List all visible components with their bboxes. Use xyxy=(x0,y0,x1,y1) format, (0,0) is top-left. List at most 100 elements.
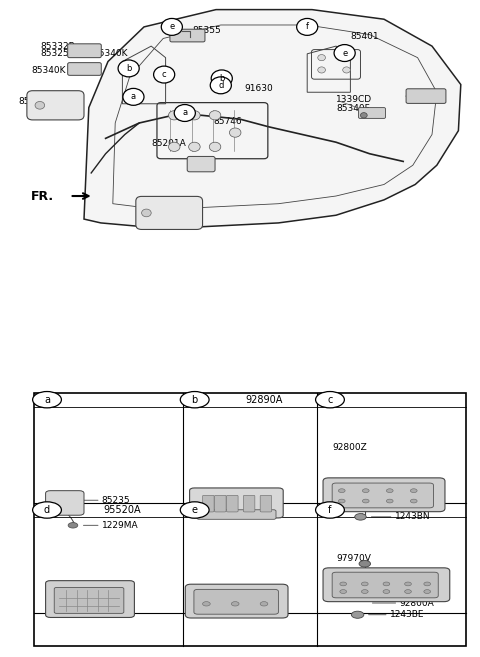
Circle shape xyxy=(405,582,411,586)
Polygon shape xyxy=(84,10,461,227)
FancyBboxPatch shape xyxy=(190,488,283,518)
Circle shape xyxy=(35,101,45,109)
Circle shape xyxy=(154,66,175,83)
Circle shape xyxy=(362,489,369,493)
Text: 85325H: 85325H xyxy=(41,49,76,58)
Circle shape xyxy=(229,128,241,137)
Text: 85340K: 85340K xyxy=(31,66,66,75)
FancyBboxPatch shape xyxy=(185,584,288,618)
Circle shape xyxy=(318,55,325,60)
Text: 1339CD: 1339CD xyxy=(336,95,372,104)
Text: 92800A: 92800A xyxy=(400,599,434,608)
Circle shape xyxy=(123,89,144,105)
Circle shape xyxy=(180,502,209,518)
Circle shape xyxy=(180,392,209,408)
Text: 85401: 85401 xyxy=(350,32,379,41)
Circle shape xyxy=(297,18,318,35)
Circle shape xyxy=(359,560,371,567)
Text: 95520A: 95520A xyxy=(104,505,141,515)
Circle shape xyxy=(338,489,345,493)
Circle shape xyxy=(351,611,364,618)
Circle shape xyxy=(424,589,431,593)
Circle shape xyxy=(260,602,268,606)
Circle shape xyxy=(343,67,350,73)
Text: 1243BE: 1243BE xyxy=(390,610,425,620)
Circle shape xyxy=(174,104,195,122)
Text: d: d xyxy=(44,505,50,515)
FancyBboxPatch shape xyxy=(227,495,238,512)
FancyBboxPatch shape xyxy=(187,156,215,171)
Circle shape xyxy=(355,514,366,520)
FancyBboxPatch shape xyxy=(260,495,272,512)
Text: f: f xyxy=(306,22,309,32)
Circle shape xyxy=(383,582,390,586)
FancyBboxPatch shape xyxy=(323,478,445,512)
Circle shape xyxy=(168,142,180,151)
Text: 92890A: 92890A xyxy=(245,395,283,405)
Text: 91630: 91630 xyxy=(245,84,274,93)
Circle shape xyxy=(210,77,231,94)
Circle shape xyxy=(338,499,345,503)
FancyBboxPatch shape xyxy=(170,29,205,42)
FancyBboxPatch shape xyxy=(46,491,84,515)
Circle shape xyxy=(168,110,180,120)
Text: 1229MA: 1229MA xyxy=(102,521,138,530)
FancyBboxPatch shape xyxy=(359,108,385,118)
Text: b: b xyxy=(219,74,225,83)
Circle shape xyxy=(33,502,61,518)
Text: a: a xyxy=(182,108,187,118)
FancyBboxPatch shape xyxy=(406,89,446,103)
FancyBboxPatch shape xyxy=(197,510,276,519)
Circle shape xyxy=(410,499,417,503)
Text: 85345: 85345 xyxy=(408,89,437,98)
FancyBboxPatch shape xyxy=(68,62,101,76)
Bar xyxy=(34,392,466,646)
Text: 1243BN: 1243BN xyxy=(395,512,431,522)
FancyBboxPatch shape xyxy=(68,44,101,58)
Text: 85202A: 85202A xyxy=(18,97,53,106)
Circle shape xyxy=(209,142,221,151)
Text: 85340F: 85340F xyxy=(336,104,370,113)
Text: 85235: 85235 xyxy=(102,496,131,505)
Text: e: e xyxy=(192,505,198,515)
Circle shape xyxy=(68,522,78,528)
FancyBboxPatch shape xyxy=(203,495,214,512)
Circle shape xyxy=(361,589,368,593)
FancyBboxPatch shape xyxy=(27,91,84,120)
Circle shape xyxy=(343,55,350,60)
Text: 85355: 85355 xyxy=(192,26,221,35)
Circle shape xyxy=(209,110,221,120)
Text: d: d xyxy=(218,81,224,90)
FancyBboxPatch shape xyxy=(215,495,226,512)
Text: c: c xyxy=(327,395,333,405)
FancyBboxPatch shape xyxy=(54,587,124,614)
Text: 85340K: 85340K xyxy=(94,49,128,58)
Circle shape xyxy=(189,142,200,151)
Text: a: a xyxy=(131,93,136,101)
FancyBboxPatch shape xyxy=(332,483,433,508)
Circle shape xyxy=(315,392,344,408)
FancyBboxPatch shape xyxy=(243,495,255,512)
Circle shape xyxy=(142,209,151,217)
Circle shape xyxy=(189,110,200,120)
Circle shape xyxy=(361,582,368,586)
Circle shape xyxy=(383,589,390,593)
Circle shape xyxy=(315,502,344,518)
Circle shape xyxy=(360,112,367,118)
Text: b: b xyxy=(126,64,132,73)
Text: 92800Z: 92800Z xyxy=(333,443,367,451)
Circle shape xyxy=(410,489,417,493)
FancyBboxPatch shape xyxy=(46,581,134,618)
Text: e: e xyxy=(342,49,347,58)
FancyBboxPatch shape xyxy=(194,589,278,614)
Text: 97970V: 97970V xyxy=(336,555,371,563)
Text: e: e xyxy=(169,22,174,32)
Text: 85332B: 85332B xyxy=(41,43,75,51)
Circle shape xyxy=(203,602,210,606)
Text: FR.: FR. xyxy=(31,189,54,202)
Circle shape xyxy=(340,582,347,586)
Circle shape xyxy=(161,18,182,35)
Text: 85746: 85746 xyxy=(214,118,242,126)
Circle shape xyxy=(211,70,232,87)
Circle shape xyxy=(405,589,411,593)
